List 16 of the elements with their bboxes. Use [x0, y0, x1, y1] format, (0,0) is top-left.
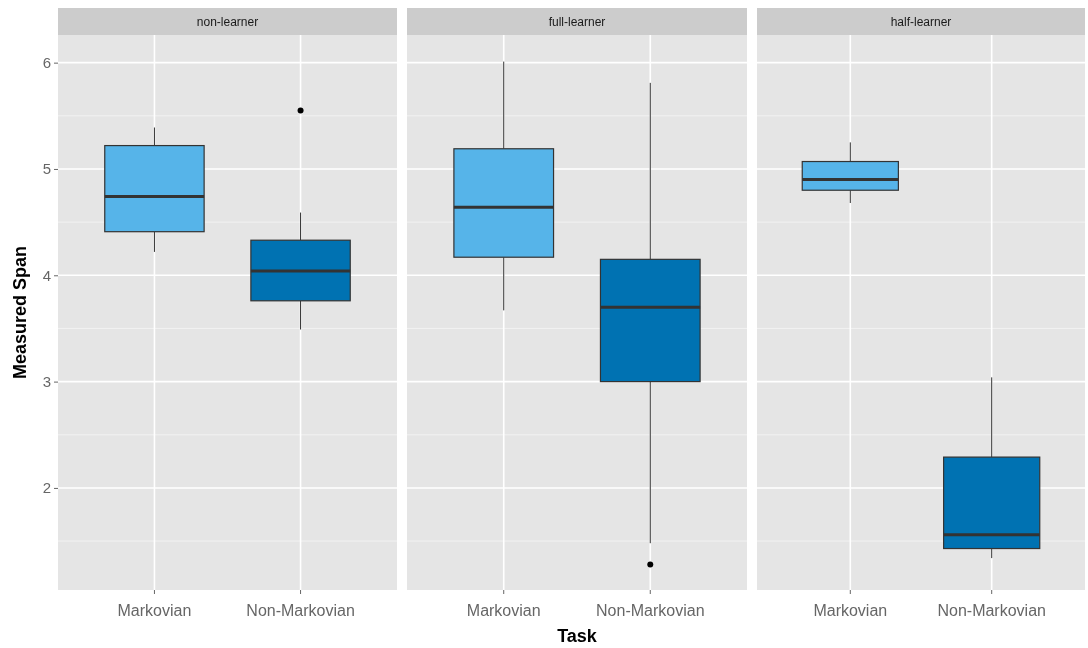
x-tick-label: Markovian	[117, 602, 192, 620]
chart-title: non-learner	[196, 14, 259, 29]
x-tick-label: Non-Markovian	[596, 602, 705, 620]
y-tick-label: 2	[42, 479, 51, 497]
y-axis-title: Measured Span	[10, 245, 30, 380]
chart-title: half-learner	[890, 14, 952, 29]
y-tick-label: 5	[42, 160, 51, 178]
x-tick-label: Markovian	[466, 602, 541, 620]
y-tick-label: 6	[42, 53, 51, 71]
y-tick-label: 4	[42, 266, 51, 284]
x-tick-label: Non-Markovian	[246, 602, 355, 620]
x-tick-label: Non-Markovian	[937, 602, 1046, 620]
x-tick-label: Markovian	[813, 602, 888, 620]
x-axis-title: Task	[557, 626, 598, 646]
y-tick-label: 3	[42, 372, 51, 390]
chart-title: full-learner	[548, 14, 606, 29]
